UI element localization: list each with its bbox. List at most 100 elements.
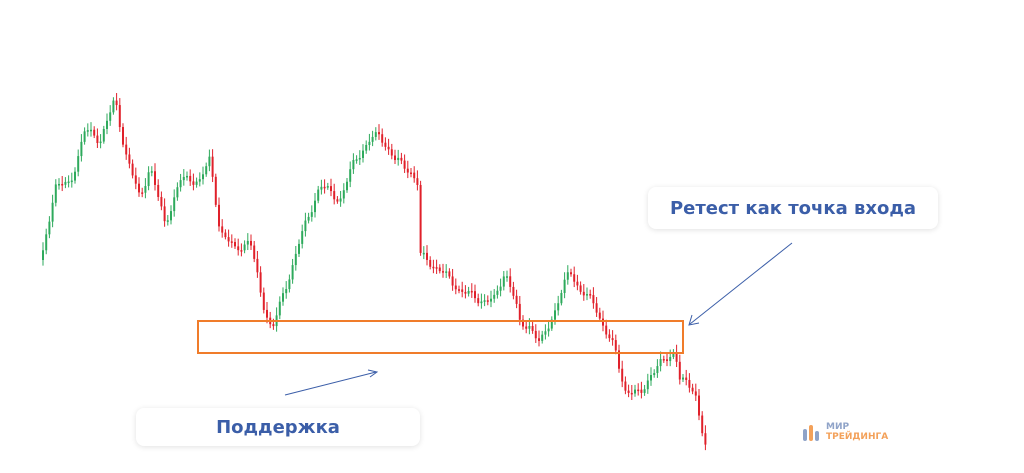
candle [378, 132, 380, 135]
candle [304, 220, 307, 232]
candle [682, 377, 684, 380]
candle [605, 325, 608, 335]
candle [650, 375, 652, 381]
candle [166, 220, 169, 222]
candle [470, 290, 473, 293]
candle [352, 160, 355, 170]
candle [118, 105, 121, 128]
candle [630, 392, 633, 395]
candle [192, 181, 195, 185]
candle [317, 189, 320, 201]
candle [109, 112, 112, 121]
candle [518, 303, 521, 320]
candle [419, 184, 422, 253]
candle [541, 334, 544, 341]
candle [438, 267, 441, 272]
arrow [689, 242, 793, 325]
candle [99, 141, 102, 144]
candle [86, 130, 89, 132]
candle [621, 368, 624, 382]
candle [685, 377, 688, 380]
candle [189, 175, 192, 182]
candle [80, 141, 83, 157]
candle [227, 237, 230, 242]
candle [301, 231, 304, 244]
candle [643, 389, 646, 393]
candle [557, 303, 560, 311]
logo-icon [803, 425, 819, 441]
candle [134, 175, 137, 184]
candle [195, 181, 198, 185]
candle [691, 387, 694, 392]
candle [323, 186, 326, 189]
candle [646, 380, 649, 390]
candle [314, 200, 316, 213]
candle [586, 294, 588, 296]
candle [333, 191, 336, 200]
candle [602, 318, 604, 326]
candle [282, 293, 284, 302]
candle [138, 183, 140, 193]
candle [406, 168, 409, 173]
candle [560, 292, 563, 304]
candle [246, 240, 249, 245]
candle [522, 319, 524, 327]
candle [672, 352, 675, 357]
candle [582, 291, 585, 296]
candle [509, 276, 512, 287]
candle [74, 171, 76, 181]
candle [592, 295, 595, 304]
candle [339, 198, 342, 202]
retest-label: Ретест как точка входа [648, 187, 938, 229]
candle [221, 226, 224, 233]
candle [202, 174, 204, 180]
arrow [284, 371, 377, 396]
candle [374, 132, 377, 137]
candle [77, 156, 80, 172]
candle [678, 361, 681, 380]
candle [253, 245, 256, 259]
candle [320, 186, 323, 190]
candle [147, 172, 150, 187]
candle [659, 359, 662, 367]
candle [534, 330, 537, 339]
candle [637, 389, 640, 392]
candle [694, 391, 697, 396]
candle [45, 234, 48, 251]
candle [278, 301, 281, 316]
candle [554, 310, 556, 320]
candle [666, 359, 668, 362]
candle [413, 172, 416, 179]
candle [704, 433, 707, 445]
candle [250, 240, 252, 246]
candle [502, 276, 505, 287]
candle [51, 202, 54, 222]
candle [416, 178, 419, 185]
candle [230, 241, 233, 243]
candle [176, 187, 179, 198]
candle [128, 154, 131, 164]
candle [67, 181, 70, 184]
candle [570, 272, 572, 275]
candle [362, 150, 364, 158]
candle [326, 186, 329, 188]
candle [154, 171, 156, 185]
candle [218, 204, 220, 227]
candle [547, 328, 550, 332]
candle [387, 146, 390, 150]
candle [310, 212, 313, 217]
candle [90, 129, 92, 132]
arrow-head [688, 314, 700, 326]
candle [157, 184, 160, 197]
candle [291, 265, 294, 280]
candle [506, 276, 508, 278]
candle [214, 176, 217, 205]
candle [474, 291, 476, 299]
candle [589, 294, 592, 296]
candle [93, 129, 96, 136]
candle [538, 338, 540, 341]
candle [48, 221, 51, 235]
candle [640, 389, 643, 393]
